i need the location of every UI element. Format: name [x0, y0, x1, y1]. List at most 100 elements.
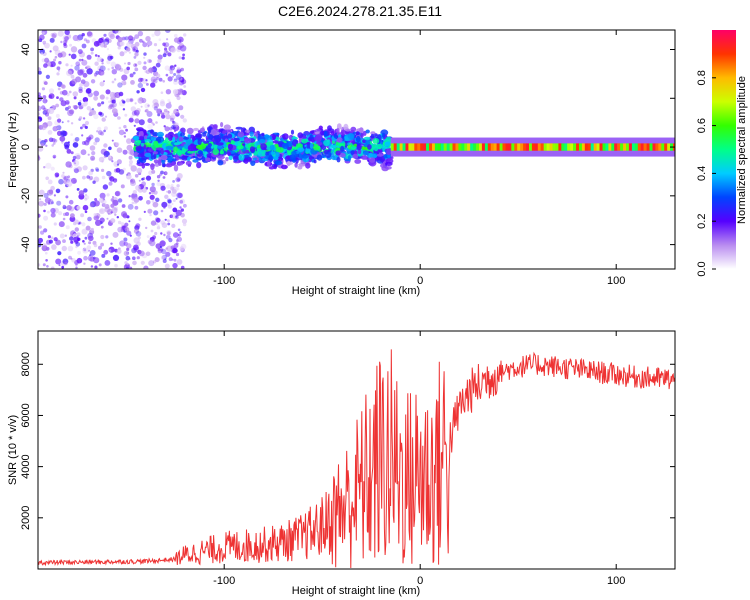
heatmap-cell	[119, 240, 126, 247]
heatmap-cell	[45, 162, 52, 169]
heatmap-cell	[58, 61, 62, 65]
heatmap-cell	[103, 33, 107, 37]
heatmap-cell	[145, 109, 149, 113]
heatmap-cell	[183, 85, 187, 88]
heatmap-cell	[101, 101, 105, 105]
heatmap-cell	[164, 126, 170, 132]
heatmap-cell	[108, 246, 115, 253]
heatmap-cell	[126, 243, 132, 249]
heatmap-cell	[57, 87, 61, 91]
heatmap-cell	[85, 65, 90, 70]
colorbar: 0.0 0.2 0.4 0.6 0.8 Normalized spectral ampl…	[696, 30, 748, 277]
heatmap-cell	[177, 88, 184, 95]
heatmap-cell	[235, 126, 243, 130]
heatmap-cell	[368, 157, 376, 163]
heatmap-cell	[124, 113, 128, 117]
heatmap-cell	[40, 124, 47, 131]
heatmap-cell	[173, 199, 176, 203]
heatmap-cell	[95, 70, 100, 75]
heatmap-cell	[39, 198, 42, 201]
heatmap-cell	[134, 41, 140, 47]
heatmap-cell	[86, 137, 89, 140]
heatmap-cell	[505, 143, 509, 151]
heatmap-cell	[429, 143, 433, 151]
heatmap-cell	[126, 247, 130, 251]
heatmap-cell	[172, 180, 176, 183]
heatmap-cell	[175, 177, 181, 183]
heatmap-cell	[374, 133, 378, 137]
heatmap-cell	[64, 234, 68, 237]
heatmap-cell	[381, 166, 389, 172]
heatmap-cell	[58, 178, 64, 185]
heatmap-cell	[180, 114, 185, 119]
heatmap-cell	[148, 260, 155, 267]
heatmap-cell	[249, 146, 255, 153]
heatmap-cell	[78, 116, 83, 120]
heatmap-cell	[120, 222, 125, 226]
heatmap-cell	[94, 265, 98, 269]
heatmap-cell	[55, 188, 61, 194]
snr-y-tick-label: 4000	[20, 454, 32, 478]
heatmap-cell	[295, 143, 303, 147]
heatmap-cell	[163, 108, 168, 113]
heatmap-cell	[117, 220, 122, 225]
heatmap-cell	[236, 145, 244, 150]
heatmap-cell	[115, 167, 121, 173]
heatmap-cell	[59, 97, 64, 102]
heatmap-cell	[68, 90, 72, 94]
heatmap-cell	[98, 111, 103, 116]
heatmap-cell	[237, 141, 242, 146]
heatmap-cell	[152, 123, 155, 126]
heatmap-cell	[88, 134, 94, 140]
heatmap-cell	[58, 264, 61, 267]
heatmap-cell	[77, 237, 81, 241]
snr-x-tick-label: 100	[607, 575, 625, 587]
heatmap-cell	[80, 149, 87, 156]
heatmap-cell	[41, 243, 48, 249]
heatmap-cell	[408, 143, 412, 151]
heatmap-cell	[137, 97, 143, 103]
heatmap-cell	[134, 67, 139, 72]
heatmap-cell	[72, 34, 79, 42]
heatmap-cell	[130, 106, 136, 112]
heatmap-cell	[81, 141, 86, 145]
heatmap-cell	[640, 143, 644, 151]
heatmap-cell	[136, 127, 144, 132]
heatmap-cell	[73, 160, 80, 167]
heatmap-cell	[70, 53, 77, 60]
heatmap-cell	[75, 61, 80, 66]
heatmap-cell	[153, 140, 159, 147]
heatmap-cell	[93, 90, 100, 97]
heatmap-cell	[167, 76, 173, 82]
heatmap-cell	[119, 41, 125, 47]
heatmap-cell	[56, 96, 59, 99]
heatmap-cell	[119, 51, 125, 57]
heatmap-cell	[150, 76, 157, 83]
heatmap-cell	[215, 142, 224, 146]
heatmap-cell	[335, 150, 341, 156]
heatmap-cell	[118, 91, 124, 97]
heatmap-cell	[155, 77, 159, 80]
heatmap-cell	[89, 203, 94, 208]
heatmap-cell	[70, 122, 74, 125]
heatmap-cell	[652, 143, 656, 151]
heatmap-cell	[78, 58, 82, 62]
heatmap-cell	[145, 175, 152, 181]
heatmap-cell	[105, 89, 111, 95]
heatmap-cell	[546, 143, 550, 151]
heatmap-cell	[133, 63, 138, 68]
heatmap-cell	[297, 132, 304, 139]
heatmap-cell	[195, 133, 202, 139]
heatmap-cell	[145, 79, 148, 82]
heatmap-cell	[420, 143, 424, 151]
heatmap-cell	[40, 143, 44, 147]
heatmap-cell	[309, 134, 313, 140]
heatmap-cell	[177, 192, 183, 199]
heatmap-cell	[180, 132, 185, 137]
heatmap-cell	[138, 179, 141, 182]
heatmap-cell	[61, 141, 64, 144]
heatmap-cell	[123, 213, 128, 218]
heatmap-cell	[136, 108, 141, 113]
heatmap-cell	[165, 145, 173, 150]
heatmap-cell	[134, 102, 137, 105]
